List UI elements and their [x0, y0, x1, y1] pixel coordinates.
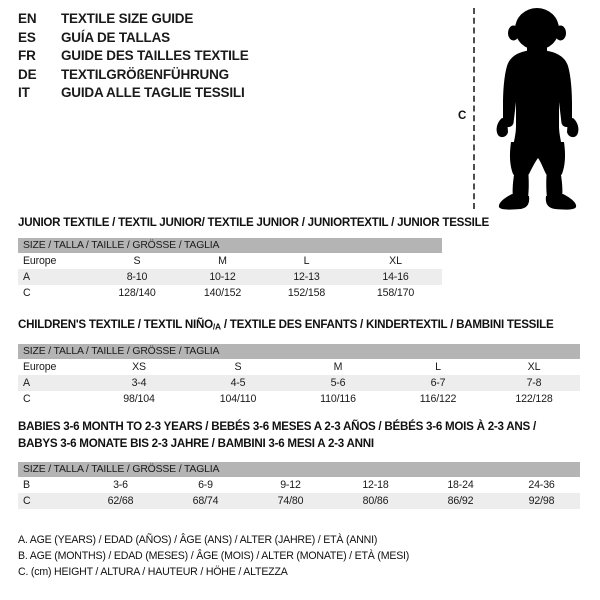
title-lang-it: IT — [18, 85, 30, 100]
babies-size-header-label: SIZE / TALLA / TAILLE / GRÖSSE / TAGLIA — [18, 462, 581, 477]
title-text-de: TEXTILGRÖßENFÜHRUNG — [61, 66, 229, 82]
junior-cell: XL — [389, 255, 402, 267]
title-lang-fr: FR — [18, 48, 36, 63]
table-row: Europe XS S M L XL — [18, 359, 580, 375]
children-cell: 5-6 — [288, 375, 388, 391]
title-lang-en: EN — [18, 11, 37, 26]
babies-row-label-c: C — [18, 493, 78, 509]
title-text-es: GUÍA DE TALLAS — [61, 29, 170, 45]
legend-block: A. AGE (YEARS) / EDAD (AÑOS) / ÂGE (ANS)… — [18, 532, 578, 580]
junior-size-header-label: SIZE / TALLA / TAILLE / GRÖSSE / TAGLIA — [18, 238, 443, 253]
title-text-en: TEXTILE SIZE GUIDE — [61, 11, 194, 26]
children-cell: 6-7 — [388, 375, 488, 391]
table-row: A 3-4 4-5 5-6 6-7 7-8 — [18, 375, 580, 391]
babies-cell: 3-6 — [113, 479, 128, 491]
title-row: DE TEXTILGRÖßENFÜHRUNG — [18, 67, 438, 86]
babies-section-heading-line1: BABIES 3-6 MONTH TO 2-3 YEARS / BEBÉS 3-… — [18, 420, 536, 433]
children-section-heading: CHILDREN'S TEXTILE / TEXTIL NIÑO/A / TEX… — [18, 318, 554, 332]
junior-cell: S — [133, 255, 141, 267]
legend-row-a: A. AGE (YEARS) / EDAD (AÑOS) / ÂGE (ANS)… — [18, 534, 378, 546]
babies-cell: 18-24 — [447, 479, 474, 491]
children-table-header-row: SIZE / TALLA / TAILLE / GRÖSSE / TAGLIA — [18, 344, 580, 359]
title-text-it: GUIDA ALLE TAGLIE TESSILI — [61, 85, 245, 100]
junior-cell: 158/170 — [376, 287, 415, 299]
legend-row-b: B. AGE (MONTHS) / EDAD (MESES) / ÂGE (MO… — [18, 550, 410, 562]
toddler-silhouette-icon — [496, 8, 579, 210]
junior-size-table: SIZE / TALLA / TAILLE / GRÖSSE / TAGLIA … — [18, 238, 443, 301]
junior-row-label-a: A — [18, 269, 93, 285]
table-row: Europe S M L XL — [18, 253, 442, 269]
title-lang-es: ES — [18, 29, 36, 45]
children-cell: 110/116 — [320, 393, 356, 405]
junior-cell: 140/152 — [203, 287, 242, 299]
figure-block: C — [445, 6, 595, 211]
children-cell: L — [435, 361, 441, 373]
junior-cell: 10-12 — [181, 269, 264, 285]
babies-table-header-row: SIZE / TALLA / TAILLE / GRÖSSE / TAGLIA — [18, 462, 581, 477]
junior-cell: 128/140 — [118, 287, 156, 299]
table-row: A 8-10 10-12 12-13 14-16 — [18, 269, 443, 285]
babies-cell: 6-9 — [198, 479, 213, 491]
babies-cell: 92/98 — [503, 493, 581, 509]
children-cell: 104/110 — [219, 393, 257, 405]
children-row-label-a: A — [18, 375, 90, 391]
title-row: FR GUIDE DES TAILLES TEXTILE — [18, 48, 438, 67]
children-size-header-label: SIZE / TALLA / TAILLE / GRÖSSE / TAGLIA — [18, 344, 580, 359]
babies-cell: 86/92 — [418, 493, 503, 509]
babies-cell: 62/68 — [78, 493, 163, 509]
table-row: C 98/104 104/110 110/116 116/122 122/128 — [18, 391, 580, 407]
children-row-label-europe: Europe — [23, 361, 57, 373]
babies-cell: 24-36 — [528, 479, 555, 491]
babies-cell: 68/74 — [163, 493, 248, 509]
junior-row-label-c: C — [23, 287, 31, 299]
junior-section-heading: JUNIOR TEXTILE / TEXTIL JUNIOR/ TEXTILE … — [18, 216, 489, 229]
babies-size-table: SIZE / TALLA / TAILLE / GRÖSSE / TAGLIA … — [18, 462, 581, 509]
babies-row-label-b: B — [23, 479, 30, 491]
junior-cell: 12-13 — [264, 269, 349, 285]
babies-section-heading-line2: BABYS 3-6 MONATE BIS 2-3 JAHRE / BAMBINI… — [18, 437, 374, 450]
junior-cell: 152/158 — [287, 287, 326, 299]
children-cell: 122/128 — [515, 393, 553, 405]
height-marker-label-c: C — [458, 110, 467, 122]
junior-table-header-row: SIZE / TALLA / TAILLE / GRÖSSE / TAGLIA — [18, 238, 443, 253]
table-row: B 3-6 6-9 9-12 12-18 18-24 24-36 — [18, 477, 580, 493]
junior-cell: 14-16 — [349, 269, 443, 285]
children-cell: XS — [132, 361, 146, 373]
babies-cell: 80/86 — [333, 493, 418, 509]
title-text-fr: GUIDE DES TAILLES TEXTILE — [61, 48, 249, 63]
babies-cell: 12-18 — [362, 479, 389, 491]
children-row-label-c: C — [23, 393, 31, 405]
children-cell: M — [333, 361, 343, 373]
children-cell: 4-5 — [188, 375, 288, 391]
children-cell: 7-8 — [488, 375, 580, 391]
children-cell: 3-4 — [90, 375, 188, 391]
children-cell: 98/104 — [123, 393, 155, 405]
junior-cell: L — [303, 255, 310, 267]
children-cell: XL — [527, 361, 541, 373]
title-lang-de: DE — [18, 66, 37, 82]
title-block: EN TEXTILE SIZE GUIDE ES GUÍA DE TALLAS … — [18, 11, 438, 104]
children-size-table: SIZE / TALLA / TAILLE / GRÖSSE / TAGLIA … — [18, 344, 580, 407]
table-row: C 128/140 140/152 152/158 158/170 — [18, 285, 442, 301]
title-row: ES GUÍA DE TALLAS — [18, 30, 438, 49]
table-row: C 62/68 68/74 74/80 80/86 86/92 92/98 — [18, 493, 581, 509]
junior-cell: M — [218, 255, 227, 267]
children-cell: 116/122 — [419, 393, 457, 405]
title-row: IT GUIDA ALLE TAGLIE TESSILI — [18, 85, 438, 104]
junior-row-label-europe: Europe — [23, 255, 57, 267]
babies-cell: 9-12 — [280, 479, 301, 491]
children-cell: S — [234, 361, 242, 373]
babies-cell: 74/80 — [248, 493, 333, 509]
legend-row-c: C. (cm) HEIGHT / ALTURA / HAUTEUR / HÖHE… — [18, 566, 288, 578]
junior-cell: 8-10 — [93, 269, 181, 285]
height-measurement-dashed-line — [473, 8, 475, 209]
children-heading-post: / TEXTILE DES ENFANTS / KINDERTEXTIL / B… — [220, 318, 554, 331]
title-row: EN TEXTILE SIZE GUIDE — [18, 11, 438, 30]
children-heading-pre: CHILDREN'S TEXTILE / TEXTIL NIÑO — [18, 318, 213, 331]
children-heading-sub: /A — [212, 321, 221, 332]
